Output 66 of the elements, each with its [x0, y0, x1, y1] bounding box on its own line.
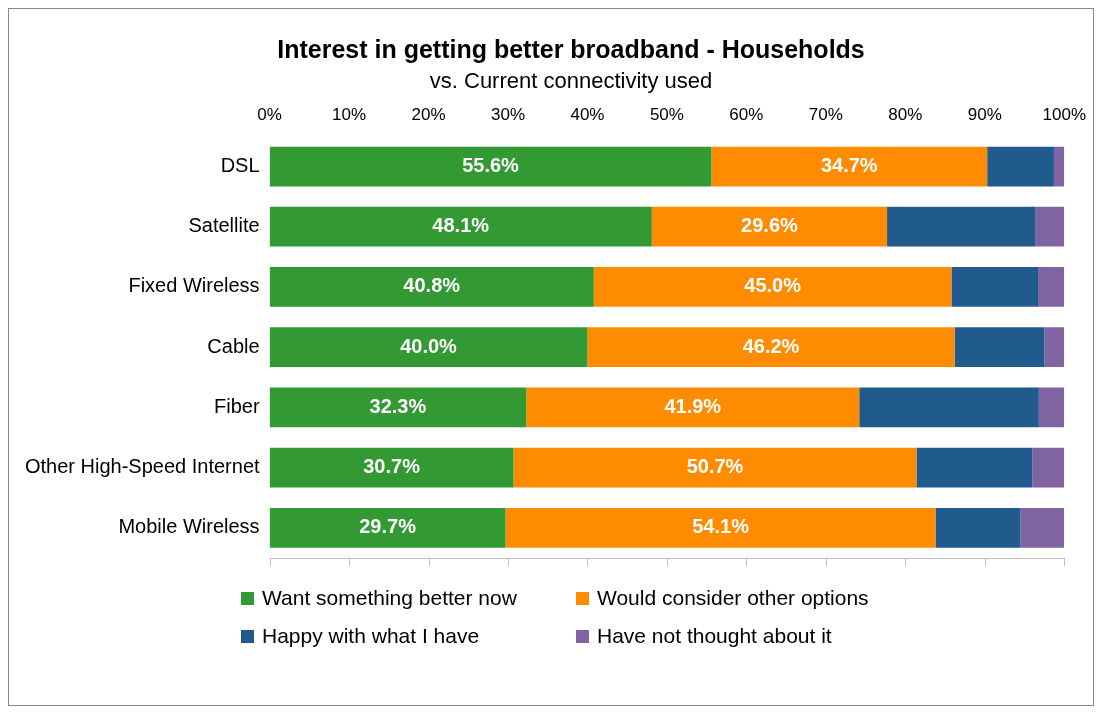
- bar: [269, 327, 588, 368]
- data-label: 48.1%: [432, 214, 490, 237]
- x-tick-label: 20%: [411, 104, 446, 124]
- bar: [269, 267, 594, 307]
- chart-title: Interest in getting better broadband - Households: [276, 34, 866, 64]
- bar: [269, 387, 527, 428]
- x-tick-label: 70%: [808, 104, 843, 124]
- bar: [593, 267, 952, 307]
- data-label: 55.6%: [462, 154, 520, 177]
- bar: [1038, 387, 1065, 428]
- x-tick-label: 40%: [570, 104, 605, 124]
- y-tick-label: Cable: [207, 334, 260, 357]
- bar: [269, 447, 514, 488]
- bar: [935, 508, 1021, 548]
- x-tick-label: 90%: [967, 104, 1002, 124]
- bar: [651, 206, 888, 247]
- x-tick-label: 0%: [257, 104, 282, 124]
- bar: [711, 146, 988, 187]
- bar: [887, 206, 1036, 247]
- bar: [1020, 508, 1065, 548]
- bar: [1038, 267, 1065, 307]
- bar: [951, 267, 1039, 307]
- data-label: 46.2%: [742, 334, 800, 357]
- data-label: 40.8%: [403, 274, 461, 297]
- bar: [269, 146, 712, 187]
- data-label: 29.6%: [741, 214, 798, 237]
- data-label: 50.7%: [686, 455, 744, 478]
- x-tick-label: 50%: [649, 104, 684, 124]
- bar: [987, 146, 1054, 187]
- legend-label: Happy with what I have: [262, 624, 480, 648]
- data-label: 54.1%: [692, 515, 750, 538]
- data-label: 40.0%: [400, 334, 458, 357]
- data-label: 29.7%: [359, 515, 417, 538]
- legend-label: Have not thought about it: [597, 624, 832, 648]
- y-tick-label: Other High-Speed Internet: [24, 455, 261, 478]
- y-tick-label: Satellite: [188, 214, 260, 237]
- bar: [269, 206, 652, 247]
- x-tick-label: 30%: [490, 104, 525, 124]
- bar: [1044, 327, 1065, 368]
- y-tick-label: Fiber: [214, 394, 260, 417]
- bar: [587, 327, 955, 368]
- bar: [859, 387, 1039, 428]
- data-label: 45.0%: [744, 274, 802, 297]
- legend-label: Want something better now: [262, 586, 517, 610]
- x-tick-label: 60%: [729, 104, 764, 124]
- y-tick-label: Fixed Wireless: [128, 274, 260, 297]
- bar: [1032, 447, 1065, 488]
- data-label: 32.3%: [369, 394, 427, 417]
- bar: [916, 447, 1033, 488]
- data-label: 34.7%: [820, 154, 878, 177]
- x-tick-label: 80%: [888, 104, 923, 124]
- bar: [513, 447, 917, 488]
- y-tick-label: DSL: [220, 154, 260, 177]
- chart-subtitle: vs. Current connectivity used: [428, 68, 714, 94]
- x-tick-label: 100%: [1042, 104, 1086, 124]
- data-label: 30.7%: [363, 455, 421, 478]
- legend-label: Would consider other options: [597, 586, 869, 610]
- x-tick-label: 10%: [332, 104, 367, 124]
- y-tick-label: Mobile Wireless: [118, 515, 260, 538]
- bar: [1053, 146, 1065, 187]
- data-label: 41.9%: [664, 394, 722, 417]
- bar: [1035, 206, 1065, 247]
- bar: [505, 508, 936, 548]
- bar: [269, 508, 506, 548]
- bar: [954, 327, 1045, 368]
- bar: [526, 387, 860, 428]
